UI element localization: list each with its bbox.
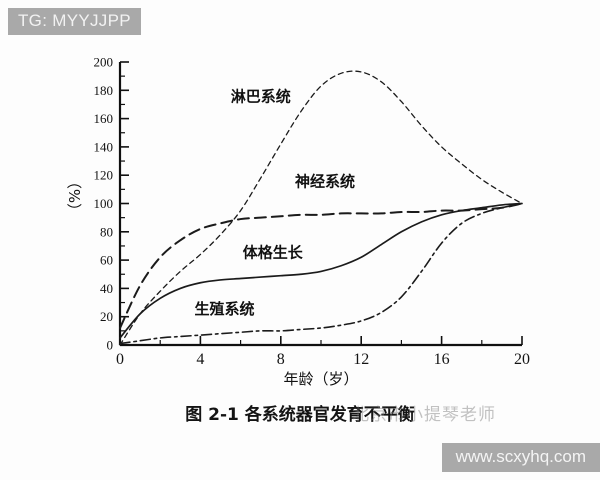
x-axis-tick-labels: 0 4 8 12 16 20 bbox=[116, 351, 530, 368]
x-tick-label: 0 bbox=[116, 351, 124, 368]
series-label-1: 神经系统 bbox=[295, 173, 355, 191]
y-tick-label: 200 bbox=[94, 55, 114, 70]
series-curve-1 bbox=[119, 202, 523, 330]
url-watermark-badge: www.scxyhq.com bbox=[441, 443, 600, 472]
series-label-0: 淋巴系统 bbox=[231, 88, 291, 106]
y-tick-label: 0 bbox=[107, 338, 114, 353]
overlay-watermark-text: 北京市小提琴老师 bbox=[352, 405, 496, 425]
series-curve-0 bbox=[119, 70, 523, 346]
x-tick-label: 8 bbox=[277, 351, 285, 368]
y-tick-label: 20 bbox=[100, 309, 113, 324]
y-tick-label: 60 bbox=[100, 253, 113, 268]
y-axis-title: （%） bbox=[66, 174, 84, 218]
y-axis-tick-labels: 0 20 40 60 80 100 120 140 160 180 200 bbox=[94, 55, 114, 353]
y-tick-label: 180 bbox=[94, 83, 114, 98]
series-curve-3 bbox=[119, 202, 523, 345]
series-label-3: 生殖系统 bbox=[195, 300, 255, 318]
x-tick-label: 20 bbox=[514, 351, 530, 368]
y-tick-label: 100 bbox=[94, 196, 114, 211]
x-tick-label: 4 bbox=[196, 351, 204, 368]
y-tick-label: 160 bbox=[94, 111, 114, 126]
series-curve-2 bbox=[119, 202, 523, 339]
x-tick-label: 16 bbox=[434, 351, 450, 368]
x-tick-label: 12 bbox=[353, 351, 369, 368]
chart-axes bbox=[118, 62, 522, 347]
tg-watermark-badge: TG: MYYJJPP bbox=[8, 8, 141, 35]
y-tick-label: 80 bbox=[100, 224, 113, 239]
figure-caption: 图 2-1 各系统器官发育不平衡 bbox=[185, 404, 415, 425]
x-axis-ticks bbox=[119, 336, 523, 345]
series-label-2: 体格生长 bbox=[243, 243, 304, 261]
y-tick-label: 120 bbox=[94, 168, 114, 183]
x-axis-title: 年龄（岁） bbox=[283, 370, 358, 388]
y-tick-label: 140 bbox=[94, 139, 114, 154]
y-axis-ticks bbox=[120, 61, 129, 346]
y-tick-label: 40 bbox=[100, 281, 113, 296]
chart-series-curves bbox=[119, 70, 523, 346]
